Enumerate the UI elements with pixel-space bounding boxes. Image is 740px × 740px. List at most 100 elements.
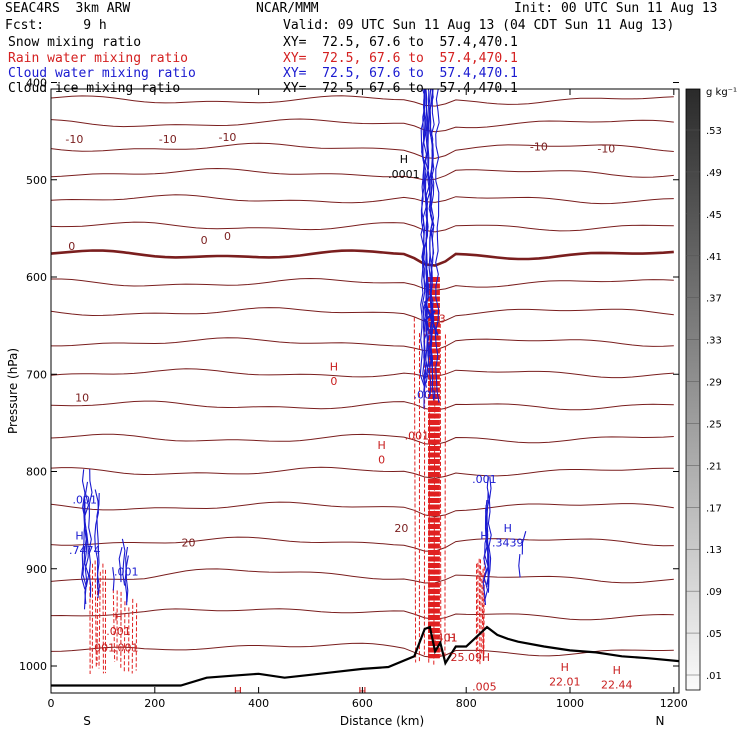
y-axis-label: Pressure (hPa) [6,348,20,434]
isotherm [51,221,674,233]
colorbar-tick-label: .53 [706,126,722,137]
cloud-water-contour-label: .001 [114,566,139,579]
x-tick-label: 200 [144,697,165,710]
cloud-water-contour [125,555,129,603]
colorbar-tick-label: .33 [706,336,722,347]
x-axis-label: Distance (km) [340,714,424,728]
isotherm [51,337,674,352]
cloud-water-contour-label: .3439 [492,536,524,549]
y-tick-label: 500 [26,174,47,187]
isotherm [51,536,674,552]
rain-contour-label: 0 [330,375,337,388]
cloud-water-contour-label: .001 [472,473,497,486]
field-xy-cloud-water: XY= 72.5, 67.6 to 57.4,470.1 [283,66,518,81]
isotherm [51,277,674,291]
isotherm [51,466,674,479]
cloud-ice-contour-label: H [400,153,408,166]
cloud-water-contour [429,89,435,401]
cloud-water-contour [518,554,521,578]
rain-contour [102,563,104,674]
cloud-water-contour [434,89,440,403]
x-tick-label: 1000 [556,697,584,710]
colorbar-tick-label: .01 [706,671,722,682]
cloud-water-contour [420,89,426,409]
valid-time: Valid: 09 UTC Sun 11 Aug 13 (04 CDT Sun … [283,18,675,33]
rain-contour-label: H [377,439,385,452]
rain-contour-label: 22.01 [549,675,581,688]
colorbar-unit: g kg⁻¹ [706,87,737,98]
isotherm-label: -20 [143,58,161,71]
x-endpoint-left: S [83,714,91,728]
isotherm [51,0,674,1]
cloud-water-contour-label: .001 [72,494,97,507]
colorbar-scale [685,88,701,691]
colorbar-tick-label: .25 [706,419,722,430]
cloud-water-contour [124,546,129,606]
cloud-ice-contour-label: .0001 [388,168,420,181]
x-tick-label: 1200 [660,697,688,710]
contour-labels: -70-40-40-30-30-30-20-20-20-20-20-10-10-… [65,11,633,693]
cloud-water-contour-label: .001 [413,389,438,402]
cloud-water-contour [88,469,93,598]
x-tick-label: 600 [352,697,373,710]
colorbar-tick-label: .09 [706,587,722,598]
isotherm-label: -20 [520,65,538,78]
rain-contour-label: 0 [378,454,385,467]
y-tick-label: 800 [26,466,47,479]
isotherm [51,194,674,205]
cloud-water-contour [81,469,87,610]
rain-contour [96,567,99,665]
colorbar-tick-label: .49 [706,168,722,179]
rain-contour-label: H [561,661,569,674]
field-xy-rain: XY= 72.5, 67.6 to 57.4,470.1 [283,51,518,66]
cloud-water-contour-label: H [504,522,512,535]
cloud-water-contours [81,89,527,610]
rain-contour-label: .005 [472,680,497,693]
colorbar-tick-label: .17 [706,503,722,514]
isotherm [51,95,674,107]
temperature-contours [51,0,674,659]
rain-contour [413,317,417,663]
isotherm-label: 10 [75,391,89,404]
isotherm [51,142,674,159]
x-tick-label: 400 [248,697,269,710]
cloud-ice-contour-label: .00111 [206,11,245,24]
cloud-water-contour [81,496,86,590]
isotherm-zero [51,249,674,267]
cloud-water-contour [485,475,490,593]
cloud-water-core [423,300,439,336]
cloud-water-contour [521,531,527,555]
colorbar-tick-label: .45 [706,210,722,221]
cloud-water-contour-label: .7474 [69,544,101,557]
isotherm [51,642,674,659]
plot-frame [50,88,680,694]
cloud-water-contour [112,567,115,591]
x-tick-label: 800 [456,697,477,710]
rain-contour [98,571,101,669]
isotherm-label: 0 [224,230,231,243]
rain-contour-label: H [448,632,456,645]
rain-contour [479,559,482,654]
forecast-hour: Fcst: 9 h [5,18,107,33]
cloud-water-contour-label: H [75,530,83,543]
colorbar-tick-label: .29 [706,378,722,389]
terrain-profile [51,625,679,687]
colorbar-tick-label: .13 [706,545,722,556]
rain-contour-label: .401 [433,632,458,645]
axes: 0200400600800100012001002003004005006007… [19,77,688,711]
snow-shading [305,0,454,1]
isotherm [51,568,674,584]
rain-contour-label: 22.44 [601,678,633,691]
rain-contour-label: .001 [91,641,116,654]
x-tick-label: 0 [48,697,55,710]
isotherm [51,400,674,411]
y-tick-label: 1000 [19,660,47,673]
cloud-water-contour [425,89,431,384]
colorbar: .53 .49 .45 .41 .37 .33 .29 .25 .21 .17 .13 .09 .05.… [685,88,722,691]
rain-contour-label: H [114,610,122,623]
cloud-water-contour [487,476,492,582]
rain-contour-label: .001 [114,641,139,654]
field-xy-snow: XY= 72.5, 67.6 to 57.4,470.1 [283,35,518,50]
isotherm-label: -10 [65,133,83,146]
